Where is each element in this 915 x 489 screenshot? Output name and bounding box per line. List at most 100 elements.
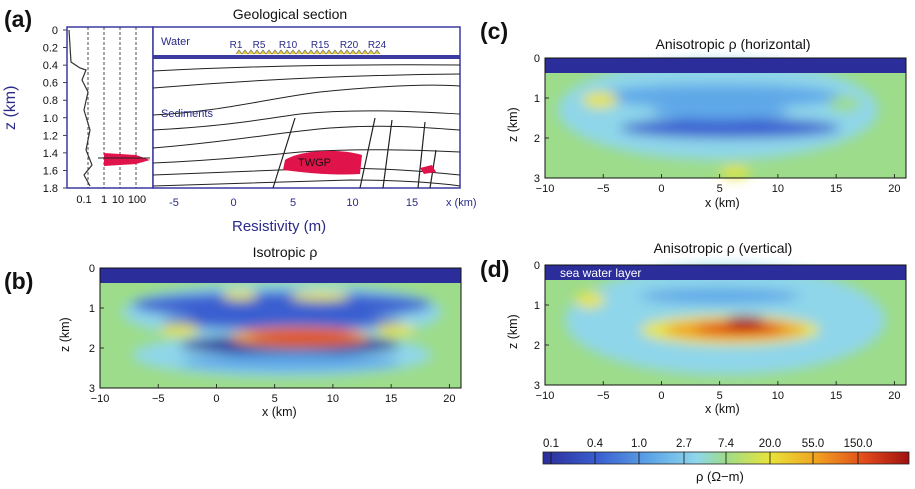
panel_b-x-tick-label: 15 <box>385 393 397 405</box>
panel-d-tick-group: −10 −5 0 5 10 15 20 0 1 2 3 <box>534 260 901 402</box>
panel_c-x-tick-label: −5 <box>597 183 610 195</box>
receiver-label: R1 <box>230 40 243 51</box>
colorbar-tick-label: 1.0 <box>631 438 647 450</box>
panel_d-y-tick-label: 3 <box>534 380 540 392</box>
depth-tick-label: 0.8 <box>43 95 58 107</box>
panel-d-label: (d) <box>480 256 510 282</box>
panel_b-y-tick-label: 3 <box>89 383 95 395</box>
panel_d-x-tick-label: 15 <box>830 390 842 402</box>
panel-a-figure: 00.20.40.60.81.01.21.41.61.8 0.1 1 10 100 T… <box>43 25 477 209</box>
section-x-tick-label: 15 <box>406 197 418 209</box>
panel_b-x-tick-label: 0 <box>213 393 219 405</box>
panel-b-tick-group: −10 −5 0 5 10 15 20 0 1 2 3 <box>89 263 456 405</box>
depth-tick-label: 1.6 <box>43 165 58 177</box>
panel_d-x-tick-label: 5 <box>717 390 723 402</box>
panel-c-xlabel: x (km) <box>705 196 740 210</box>
section-x-tick-label: 10 <box>346 197 358 209</box>
section-x-tick-label: 0 <box>230 197 236 209</box>
panel_d-x-tick-label: −10 <box>536 390 555 402</box>
panel-b-title: Isotropic ρ <box>252 244 318 260</box>
panel_c-y-tick-label: 3 <box>534 173 540 185</box>
depth-tick-label: 1.8 <box>43 183 58 195</box>
panel-b-ylabel: z (km) <box>58 317 72 352</box>
panel-a-title: Geological section <box>232 6 348 22</box>
panel-c-tick-group: −10 −5 0 5 10 15 20 0 1 2 3 <box>534 53 901 195</box>
reservoir-body <box>283 150 362 175</box>
panel-c-ylabel: z (km) <box>506 107 520 142</box>
receiver-label: R5 <box>253 40 266 51</box>
panel-d-ylabel: z (km) <box>506 314 520 349</box>
colorbar-tick-label: 0.1 <box>543 438 559 450</box>
section-x-tick-label: -5 <box>169 197 179 209</box>
panel_c-y-tick-label: 0 <box>534 53 540 65</box>
panel-c-water-layer <box>545 58 906 73</box>
panel_c-x-tick-label: 0 <box>658 183 664 195</box>
panel_c-x-tick-label: −10 <box>536 183 555 195</box>
log-tick-label: 10 <box>112 194 124 206</box>
panel_d-x-tick-label: −5 <box>597 390 610 402</box>
depth-tick-label: 0.6 <box>43 78 58 90</box>
panel_d-x-tick-label: 0 <box>658 390 664 402</box>
colorbar-label: ρ (Ω−m) <box>696 469 744 484</box>
colorbar-tick-label: 7.4 <box>718 438 735 450</box>
panel_c-x-tick-label: 15 <box>830 183 842 195</box>
panel_d-x-tick-label: 10 <box>772 390 784 402</box>
panel-b-water-layer <box>100 268 461 283</box>
panel_b-x-tick-label: 10 <box>327 393 339 405</box>
panel_b-y-tick-label: 1 <box>89 303 95 315</box>
colorbar-tick-label: 0.4 <box>587 438 604 450</box>
log-tick-label: 0.1 <box>76 194 91 206</box>
panel_b-x-tick-label: −10 <box>91 393 110 405</box>
resistivity-axis-title: Resistivity (m) <box>232 218 327 235</box>
panel-d-title: Anisotropic ρ (vertical) <box>653 240 793 256</box>
water-label: Water <box>161 36 190 48</box>
panel_d-x-tick-label: 20 <box>888 390 900 402</box>
section-x-unit: x (km) <box>446 197 477 209</box>
panel-d-xlabel: x (km) <box>705 402 740 416</box>
colorbar-tick-label: 55.0 <box>802 438 824 450</box>
log-tick-label: 100 <box>128 194 146 206</box>
reservoir-label: TWGP <box>298 157 331 169</box>
panel-a-label: (a) <box>4 6 33 32</box>
receiver-array <box>235 49 381 55</box>
receiver-label-group: R1 R5 R10 R15 R20 R24 <box>230 40 387 51</box>
panel-c-map: −10 −5 0 5 10 15 20 0 1 2 3 <box>534 53 907 195</box>
depth-tick-group: 0 0.2 0.4 0.6 0.8 1.0 1.2 1.4 1.6 1.8 <box>43 25 67 195</box>
panel_c-x-tick-label: 20 <box>888 183 900 195</box>
sediments-label: Sediments <box>161 108 213 120</box>
seafloor-band <box>153 55 460 59</box>
resistivity-log-curve <box>68 29 93 187</box>
panel_d-y-tick-label: 1 <box>534 300 540 312</box>
panel-b-label: (b) <box>4 268 34 294</box>
panel_c-x-tick-label: 10 <box>772 183 784 195</box>
receiver-label: R20 <box>340 40 359 51</box>
panel_d-y-tick-label: 2 <box>534 340 540 352</box>
depth-tick-label: 1.4 <box>43 148 58 160</box>
colorbar-tick-group: 0.1 0.4 1.0 2.7 7.4 20.0 55.0 150.0 <box>543 438 872 464</box>
panel_b-x-tick-label: −5 <box>152 393 165 405</box>
colorbar-tick-label: 2.7 <box>676 438 692 450</box>
colorbar-tick-label: 20.0 <box>759 438 781 450</box>
colorbar-tick-label: 150.0 <box>844 438 873 450</box>
log-tick-group: 0.1 1 10 100 <box>76 194 146 206</box>
panel_c-x-tick-label: 5 <box>717 183 723 195</box>
depth-tick-label: 0.2 <box>43 43 58 55</box>
panel-b-map: −10 −5 0 5 10 15 20 0 1 2 3 <box>89 263 462 405</box>
resistivity-log-reservoir <box>104 153 150 166</box>
depth-tick-label: 0.4 <box>43 60 58 72</box>
panel-c-title: Anisotropic ρ (horizontal) <box>655 36 811 52</box>
receiver-label: R24 <box>368 40 387 51</box>
section-x-tick-group: -5 0 5 10 15 <box>169 197 418 209</box>
panel_b-y-tick-label: 2 <box>89 343 95 355</box>
panel_c-y-tick-label: 2 <box>534 133 540 145</box>
panel_b-x-tick-label: 5 <box>272 393 278 405</box>
panel-b-xlabel: x (km) <box>262 405 297 419</box>
colorbar: 0.1 0.4 1.0 2.7 7.4 20.0 55.0 150.0 <box>542 438 910 465</box>
receiver-label: R15 <box>311 40 330 51</box>
panel_c-y-tick-label: 1 <box>534 93 540 105</box>
sea-water-layer-annotation: sea water layer <box>560 266 641 280</box>
panel_b-y-tick-label: 0 <box>89 263 95 275</box>
depth-tick-label: 1.0 <box>43 113 58 125</box>
panel_d-y-tick-label: 0 <box>534 260 540 272</box>
